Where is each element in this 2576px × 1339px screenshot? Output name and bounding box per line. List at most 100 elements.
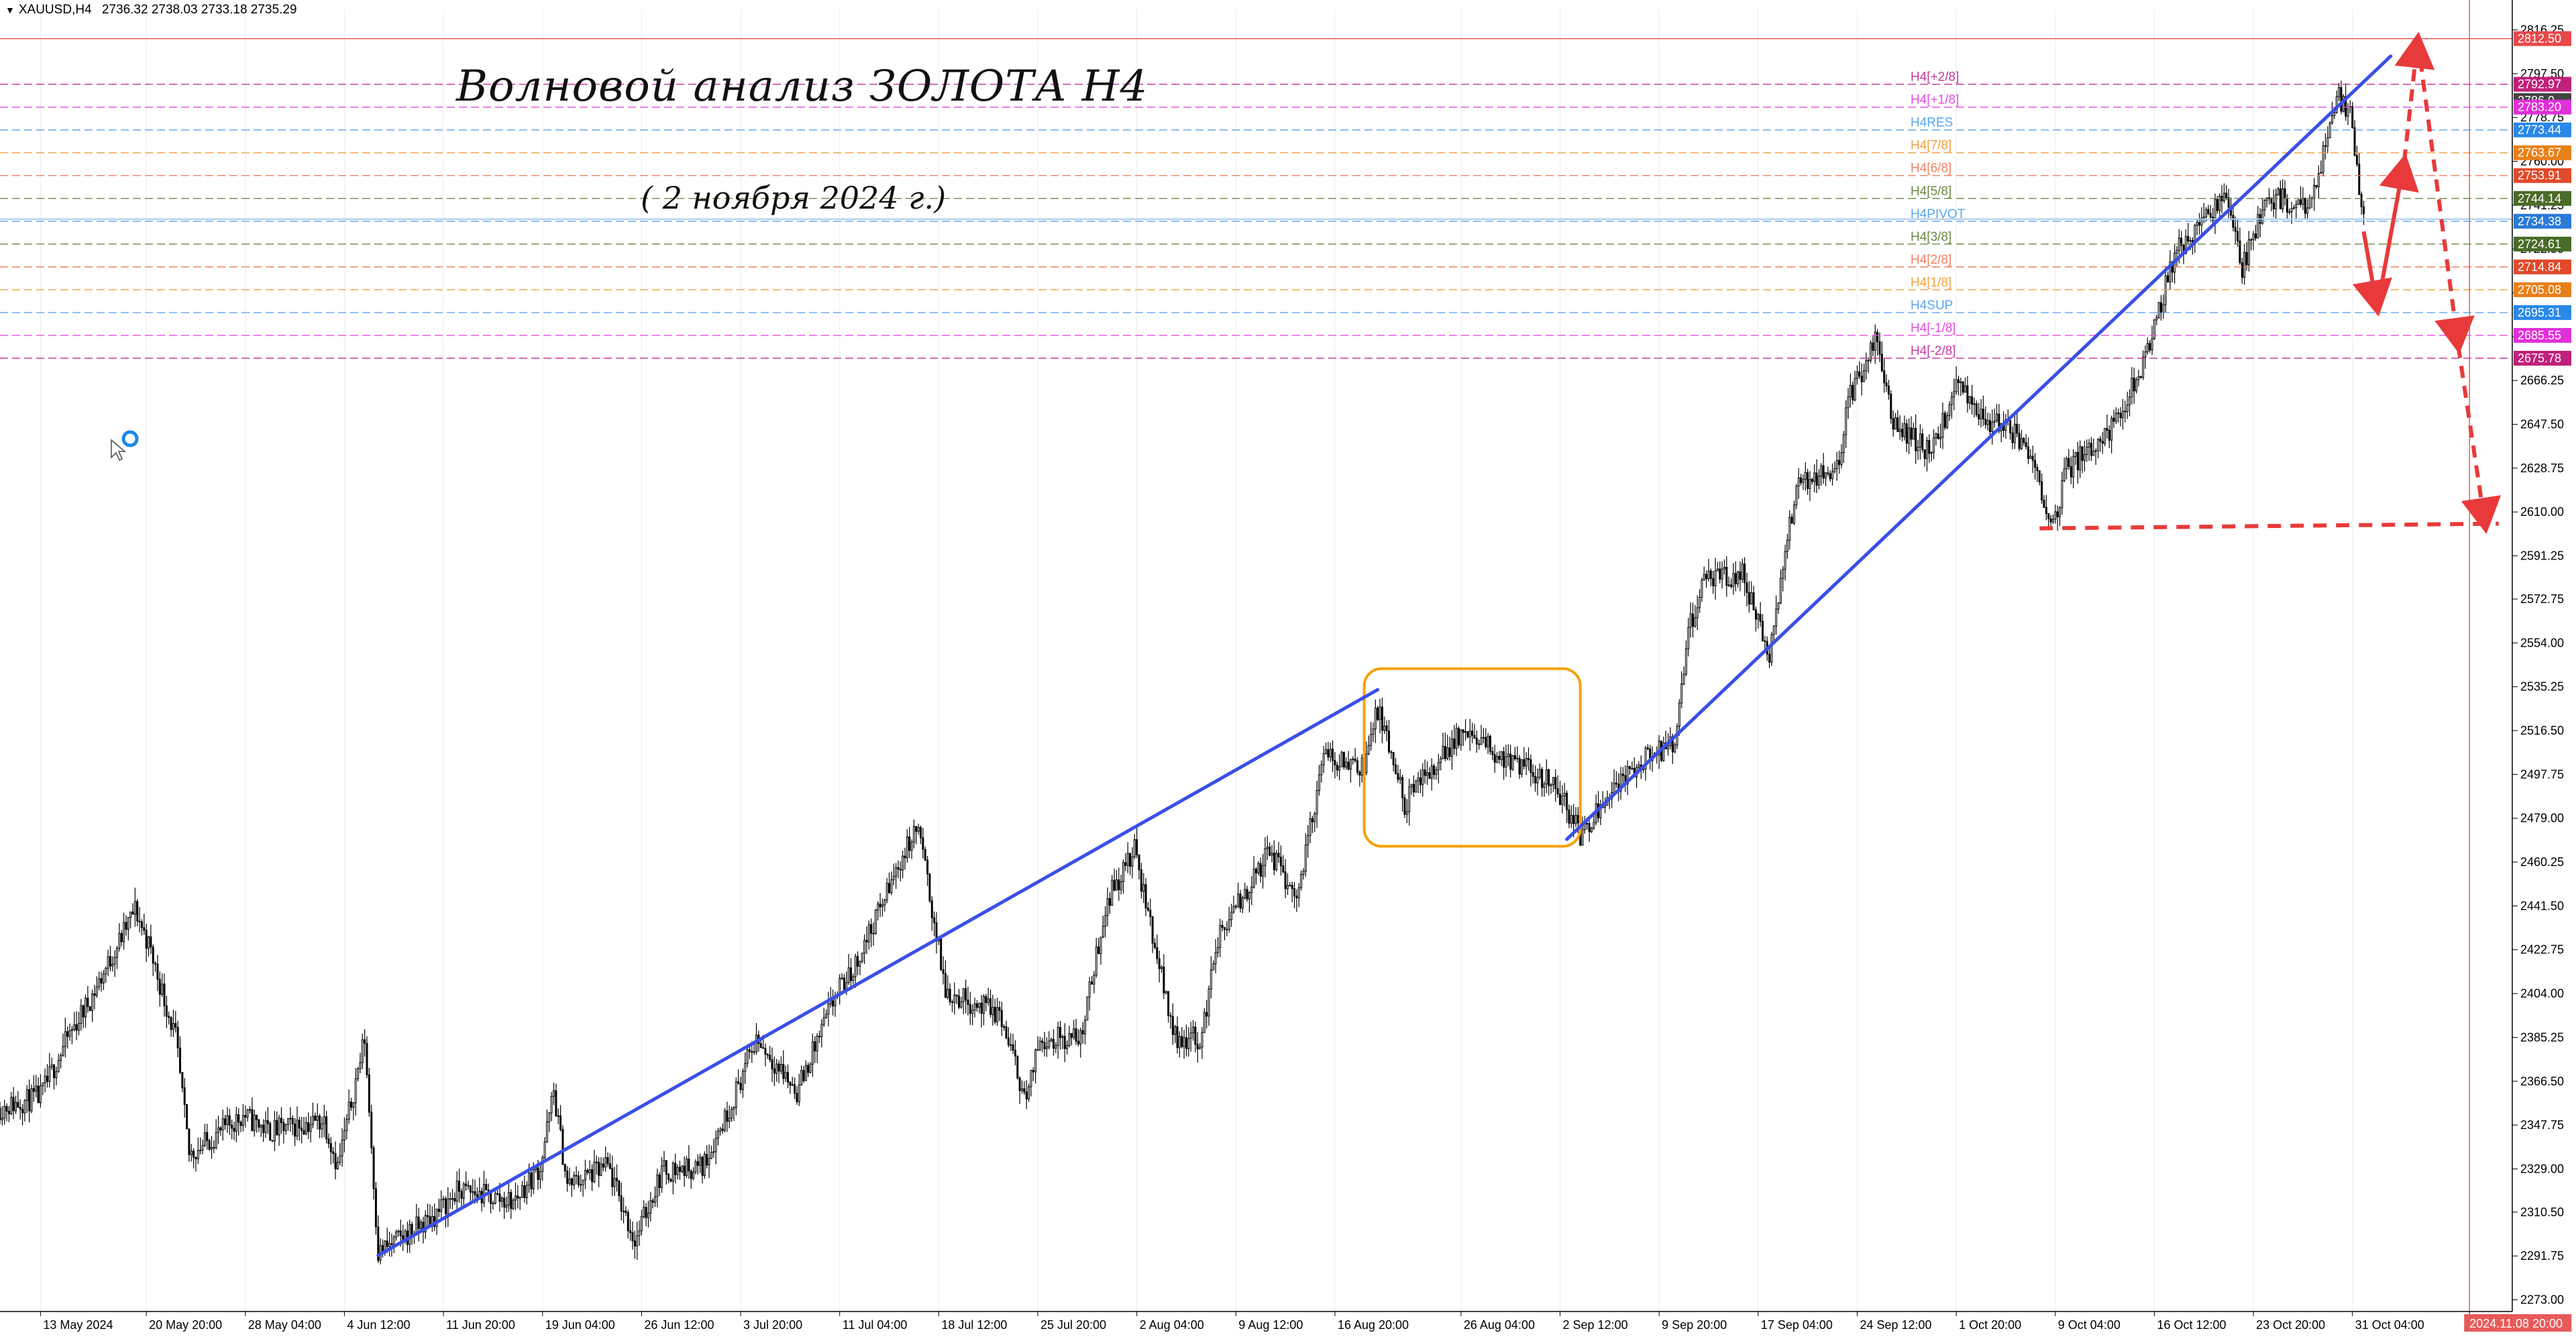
candle-body xyxy=(1935,433,1937,439)
candle-body xyxy=(2027,446,2030,459)
candle-body xyxy=(2263,200,2266,211)
candle-body xyxy=(892,875,895,880)
candle-body xyxy=(1030,1070,1032,1087)
candle-body xyxy=(789,1081,792,1086)
candle-body xyxy=(787,1072,790,1083)
candle-body xyxy=(2196,222,2198,226)
candle-body xyxy=(48,1066,51,1082)
candle-body xyxy=(1410,784,1413,788)
candle-body xyxy=(237,1114,240,1123)
candle-body xyxy=(195,1157,197,1160)
candle-body xyxy=(2155,317,2158,321)
candle-body xyxy=(339,1155,341,1163)
candle-body xyxy=(458,1181,461,1192)
candle-body xyxy=(1874,331,1876,351)
candle-body xyxy=(105,967,107,975)
candle-body xyxy=(2025,442,2027,447)
candle-body xyxy=(1291,885,1293,890)
candle-body xyxy=(2157,302,2160,319)
candle-body xyxy=(235,1114,237,1132)
candle-body xyxy=(1079,1030,1082,1045)
candle-body xyxy=(904,855,906,859)
caret-down-icon[interactable]: ▼ xyxy=(5,5,15,15)
candle-body xyxy=(1068,1033,1071,1046)
candle-body xyxy=(604,1157,607,1168)
candle-body xyxy=(1926,439,1929,460)
candle-body xyxy=(1440,758,1442,763)
candle-body xyxy=(1077,1040,1079,1045)
candle-body xyxy=(1205,1012,1208,1017)
candle-body xyxy=(264,1120,267,1133)
candle-body xyxy=(1025,1091,1028,1100)
candle-body xyxy=(2051,519,2054,523)
candle-body xyxy=(1825,472,1827,479)
murray-levels: H4[+2/8] H4[+1/8] H4RES H4[7/8] H4[6/8] H4[5/… xyxy=(0,38,2512,359)
candle-body xyxy=(1953,391,1955,398)
candle-body xyxy=(70,1029,73,1031)
candle-body xyxy=(2214,199,2216,222)
candle-body xyxy=(1950,396,1953,405)
candle-body xyxy=(1908,427,1911,444)
candle-body xyxy=(672,1163,674,1182)
candle-body xyxy=(1295,896,1298,899)
candle-body xyxy=(1574,814,1577,824)
candle-body xyxy=(1165,991,1167,994)
candle-body xyxy=(685,1159,688,1176)
candle-body xyxy=(1928,439,1931,454)
candle-body xyxy=(1043,1042,1046,1050)
candle-body xyxy=(2239,240,2241,264)
candle-body xyxy=(133,901,136,915)
candle-body xyxy=(1849,384,1851,397)
murray-level-label: H4RES xyxy=(1911,116,1953,130)
candle-body xyxy=(883,900,886,906)
candle-body xyxy=(2083,453,2086,461)
candle-body xyxy=(1007,1037,1010,1046)
candle-body xyxy=(314,1116,317,1121)
candle-body xyxy=(1415,780,1417,793)
candle-body xyxy=(1158,958,1161,969)
candle-body xyxy=(1964,385,1967,393)
price-tag xyxy=(2514,191,2571,206)
candle-body xyxy=(444,1198,447,1214)
candle-body xyxy=(1939,437,1942,439)
candle-body xyxy=(46,1075,48,1082)
candle-body xyxy=(1554,777,1557,789)
candle-body xyxy=(678,1167,681,1172)
candle-body xyxy=(1878,341,1881,355)
candle-body xyxy=(1066,1045,1069,1049)
candle-body xyxy=(266,1120,269,1124)
candle-body xyxy=(280,1118,282,1123)
candle-body xyxy=(1719,568,1721,580)
candle-body xyxy=(780,1064,782,1072)
candle-body xyxy=(1973,403,1976,405)
price-tag-label: 2685.55 xyxy=(2518,329,2561,342)
candle-body xyxy=(1692,613,1695,627)
candle-body xyxy=(181,1072,184,1088)
candle-body xyxy=(1727,584,1730,586)
candle-body xyxy=(244,1115,247,1118)
candle-body xyxy=(361,1039,364,1063)
candle-body xyxy=(1894,417,1897,430)
candle-body xyxy=(1752,592,1755,610)
candle-body xyxy=(1576,814,1579,824)
candle-body xyxy=(246,1109,249,1118)
candle-body xyxy=(1349,759,1352,770)
candle-body xyxy=(1115,879,1118,891)
candle-body xyxy=(1687,627,1690,649)
candle-body xyxy=(2227,197,2230,208)
candle-body xyxy=(2020,437,2023,449)
forecast-support-line xyxy=(2039,521,2499,531)
consolidation-box xyxy=(1362,667,1582,848)
candle-body xyxy=(298,1120,301,1129)
candle-body xyxy=(1993,420,1996,423)
candle-body xyxy=(316,1116,319,1121)
candle-body xyxy=(1684,648,1687,675)
candle-body xyxy=(1126,853,1129,866)
candle-body xyxy=(2257,214,2259,239)
candle-body xyxy=(928,873,931,902)
candle-body xyxy=(1419,777,1421,786)
candle-body xyxy=(1210,969,1212,989)
candle-body xyxy=(663,1160,665,1167)
